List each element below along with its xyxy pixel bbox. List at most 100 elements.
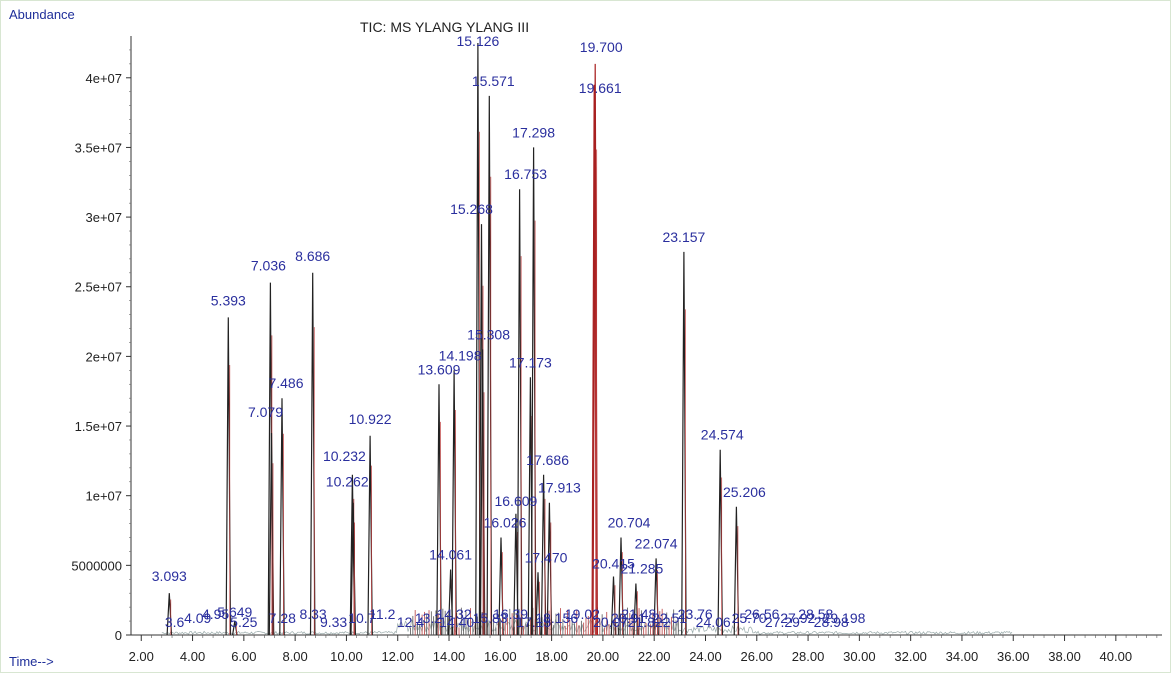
minor-peak-label: 20.91 bbox=[611, 610, 646, 626]
peak-label: 20.704 bbox=[608, 515, 651, 531]
minor-peak-label: 12.4 bbox=[397, 614, 424, 630]
peak-label: 15.571 bbox=[472, 73, 515, 89]
minor-peak-label: 22.51 bbox=[652, 610, 687, 626]
x-tick-label: 4.00 bbox=[180, 649, 205, 664]
y-tick-label: 3.5e+07 bbox=[75, 140, 122, 155]
x-tick-label: 18.00 bbox=[535, 649, 568, 664]
peak-label: 5.649 bbox=[217, 604, 252, 620]
x-tick-label: 38.00 bbox=[1048, 649, 1081, 664]
peak-label: 24.574 bbox=[701, 427, 744, 443]
y-tick-label: 1.5e+07 bbox=[75, 419, 122, 434]
minor-peak-label: 11.2 bbox=[369, 606, 395, 622]
peak-label: 15.308 bbox=[467, 326, 510, 342]
minor-peak-label: 17.15 bbox=[516, 614, 551, 630]
minor-peak-label: 15.83 bbox=[473, 610, 508, 626]
y-tick-label: 2e+07 bbox=[85, 349, 122, 364]
peak-label: 22.074 bbox=[635, 535, 678, 551]
minor-peak-label: 26.56 bbox=[744, 606, 779, 622]
peak-label: 21.285 bbox=[620, 561, 663, 577]
peak-label: 14.198 bbox=[439, 347, 482, 363]
peak-label: 17.913 bbox=[538, 480, 581, 496]
minor-peak-label: 19.02 bbox=[565, 606, 600, 622]
x-tick-label: 24.00 bbox=[689, 649, 722, 664]
x-tick-label: 32.00 bbox=[894, 649, 927, 664]
peak-label: 16.026 bbox=[484, 515, 527, 531]
minor-peak-label: 28.98 bbox=[814, 614, 849, 630]
minor-peak-label: 7.28 bbox=[269, 610, 296, 626]
minor-peak-label: 4.95 bbox=[202, 606, 229, 622]
minor-peak-label: 14.40 bbox=[439, 614, 474, 630]
minor-peak-label: 27.29 bbox=[765, 614, 800, 630]
minor-peak-label: 5.25 bbox=[230, 614, 257, 630]
peak-label: 15.268 bbox=[450, 201, 493, 217]
minor-peak-label: 21.822 bbox=[628, 614, 671, 630]
peak-label: 19.661 bbox=[579, 80, 622, 96]
minor-peak-label: 3.6 bbox=[165, 614, 185, 630]
peak-label: 25.206 bbox=[723, 484, 766, 500]
peak-label: 16.753 bbox=[504, 166, 547, 182]
peak-label: 14.061 bbox=[429, 547, 472, 563]
minor-peak-label: 24.06 bbox=[696, 614, 731, 630]
y-tick-label: 4e+07 bbox=[85, 71, 122, 86]
minor-peak-label: 23.76 bbox=[678, 606, 713, 622]
x-tick-label: 10.00 bbox=[330, 649, 363, 664]
peak-label: 19.700 bbox=[580, 39, 623, 55]
minor-peak-label: 28.58 bbox=[798, 606, 833, 622]
x-tick-label: 34.00 bbox=[946, 649, 979, 664]
peak-label: 7.079 bbox=[248, 404, 283, 420]
peak-label: 15.126 bbox=[456, 33, 499, 49]
minor-peak-label: 4.09 bbox=[184, 610, 211, 626]
peak-label: 10.262 bbox=[326, 474, 369, 490]
x-axis-label: Time--> bbox=[9, 654, 54, 669]
peak-label: 23.157 bbox=[662, 229, 705, 245]
minor-peak-label: 14.32 bbox=[437, 606, 472, 622]
minor-peak-label: 18.156 bbox=[535, 610, 578, 626]
baseline-trace bbox=[161, 619, 1013, 635]
x-tick-label: 6.00 bbox=[231, 649, 256, 664]
y-tick-label: 3e+07 bbox=[85, 210, 122, 225]
x-tick-label: 36.00 bbox=[997, 649, 1030, 664]
chart-title: TIC: MS YLANG YLANG III bbox=[360, 19, 530, 35]
x-tick-label: 26.00 bbox=[741, 649, 774, 664]
minor-peak-label: 25.70 bbox=[732, 610, 767, 626]
peak-label: 13.609 bbox=[418, 361, 461, 377]
x-tick-label: 30.00 bbox=[843, 649, 876, 664]
minor-peak-label: 13.2 bbox=[415, 610, 442, 626]
peak-label: 17.470 bbox=[525, 549, 568, 565]
peak-label: 5.393 bbox=[211, 292, 246, 308]
peak-label: 10.922 bbox=[349, 411, 392, 427]
peak-label: 17.173 bbox=[509, 354, 552, 370]
x-tick-label: 16.00 bbox=[484, 649, 517, 664]
y-tick-label: 5000000 bbox=[71, 558, 122, 573]
minor-peak-label: 21.48 bbox=[621, 606, 656, 622]
x-tick-label: 2.00 bbox=[129, 649, 154, 664]
peak-label: 16.609 bbox=[494, 493, 537, 509]
y-axis-label: Abundance bbox=[9, 7, 75, 22]
peak-label: 10.232 bbox=[323, 448, 366, 464]
x-tick-label: 40.00 bbox=[1100, 649, 1133, 664]
peak-label: 17.686 bbox=[526, 452, 569, 468]
minor-peak-label: 16.39 bbox=[493, 606, 528, 622]
x-tick-label: 28.00 bbox=[792, 649, 825, 664]
x-tick-label: 12.00 bbox=[381, 649, 414, 664]
minor-peak-label: 20.07 bbox=[593, 614, 628, 630]
y-tick-label: 1e+07 bbox=[85, 489, 122, 504]
peak-label: 8.686 bbox=[295, 248, 330, 264]
y-tick-label: 0 bbox=[115, 628, 122, 643]
minor-peak-label: 10.7 bbox=[348, 610, 375, 626]
peak-label: 20.415 bbox=[592, 556, 635, 572]
peak-label: 3.093 bbox=[152, 568, 187, 584]
x-tick-label: 20.00 bbox=[587, 649, 620, 664]
peak-label: 7.486 bbox=[268, 375, 303, 391]
minor-peak-label: 8.33 bbox=[299, 606, 326, 622]
peak-label: 17.298 bbox=[512, 124, 555, 140]
x-tick-label: 8.00 bbox=[282, 649, 307, 664]
peak-label: 7.036 bbox=[251, 258, 286, 274]
minor-peak-label: 27.92 bbox=[780, 610, 815, 626]
x-tick-label: 14.00 bbox=[433, 649, 466, 664]
minor-peak-label: 9.33 bbox=[320, 614, 347, 630]
y-tick-label: 2.5e+07 bbox=[75, 280, 122, 295]
x-tick-label: 22.00 bbox=[638, 649, 671, 664]
minor-peak-label: 29.198 bbox=[823, 610, 866, 626]
